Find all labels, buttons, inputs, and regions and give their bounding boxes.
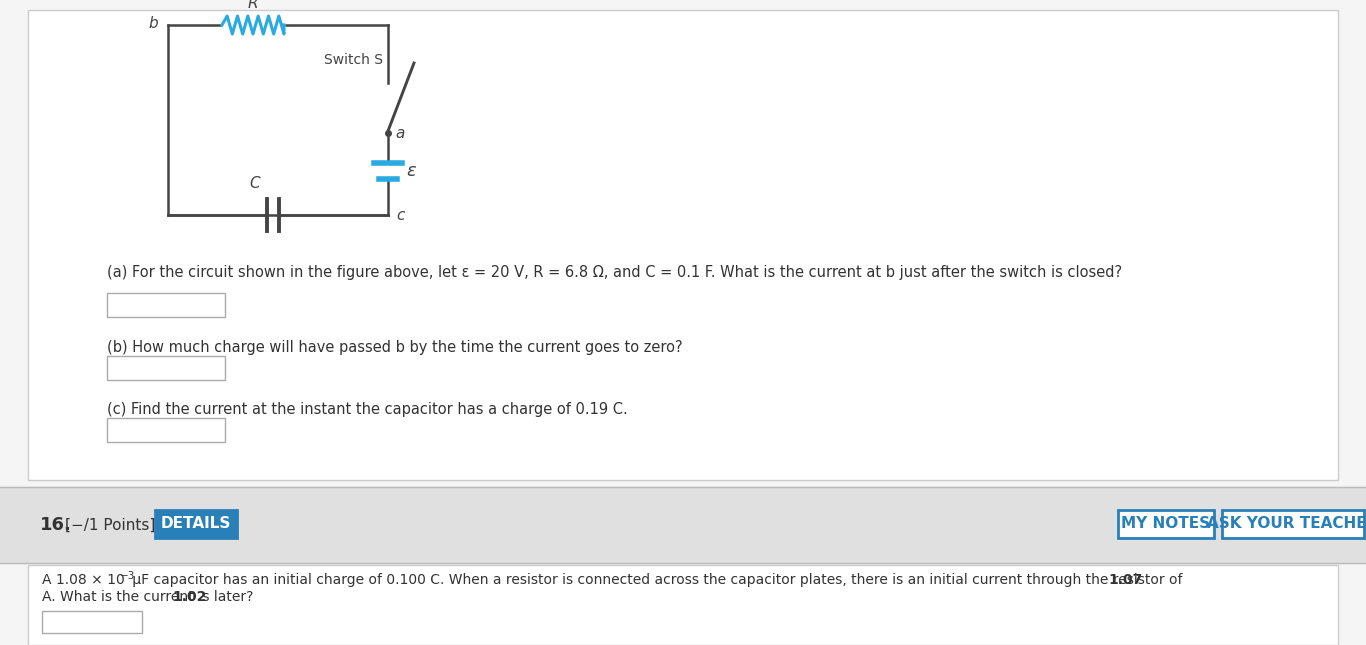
FancyBboxPatch shape — [107, 418, 225, 442]
Text: Switch S: Switch S — [324, 53, 382, 67]
FancyBboxPatch shape — [154, 510, 236, 538]
Text: s later?: s later? — [198, 590, 253, 604]
Text: μF capacitor has an initial charge of 0.100 C. When a resistor is connected acro: μF capacitor has an initial charge of 0.… — [128, 573, 1187, 587]
Text: 1.02: 1.02 — [172, 590, 206, 604]
FancyBboxPatch shape — [1223, 510, 1365, 538]
Text: ASK YOUR TEACHER: ASK YOUR TEACHER — [1208, 517, 1366, 531]
Text: A 1.08 × 10: A 1.08 × 10 — [42, 573, 124, 587]
Text: (a) For the circuit shown in the figure above, let ε = 20 V, R = 6.8 Ω, and C = : (a) For the circuit shown in the figure … — [107, 265, 1121, 280]
FancyBboxPatch shape — [42, 611, 142, 633]
FancyBboxPatch shape — [27, 565, 1339, 645]
Text: 16.: 16. — [40, 516, 72, 534]
Text: DETAILS: DETAILS — [161, 517, 231, 531]
Text: [−/1 Points]: [−/1 Points] — [66, 517, 156, 533]
Text: b: b — [149, 15, 158, 30]
Text: c: c — [396, 208, 404, 223]
Text: MY NOTES: MY NOTES — [1121, 517, 1210, 531]
FancyBboxPatch shape — [27, 10, 1339, 480]
Text: a: a — [395, 126, 404, 141]
Text: C: C — [250, 176, 261, 191]
Text: −3: −3 — [120, 571, 135, 581]
FancyBboxPatch shape — [107, 356, 225, 380]
Text: R: R — [247, 0, 258, 11]
Bar — [0, 487, 1366, 563]
Text: (c) Find the current at the instant the capacitor has a charge of 0.19 C.: (c) Find the current at the instant the … — [107, 402, 628, 417]
Text: A. What is the current: A. What is the current — [42, 590, 198, 604]
Text: ε: ε — [406, 162, 415, 180]
FancyBboxPatch shape — [107, 293, 225, 317]
Text: (b) How much charge will have passed b by the time the current goes to zero?: (b) How much charge will have passed b b… — [107, 340, 683, 355]
FancyBboxPatch shape — [1117, 510, 1214, 538]
Text: 1.07: 1.07 — [1108, 573, 1142, 587]
